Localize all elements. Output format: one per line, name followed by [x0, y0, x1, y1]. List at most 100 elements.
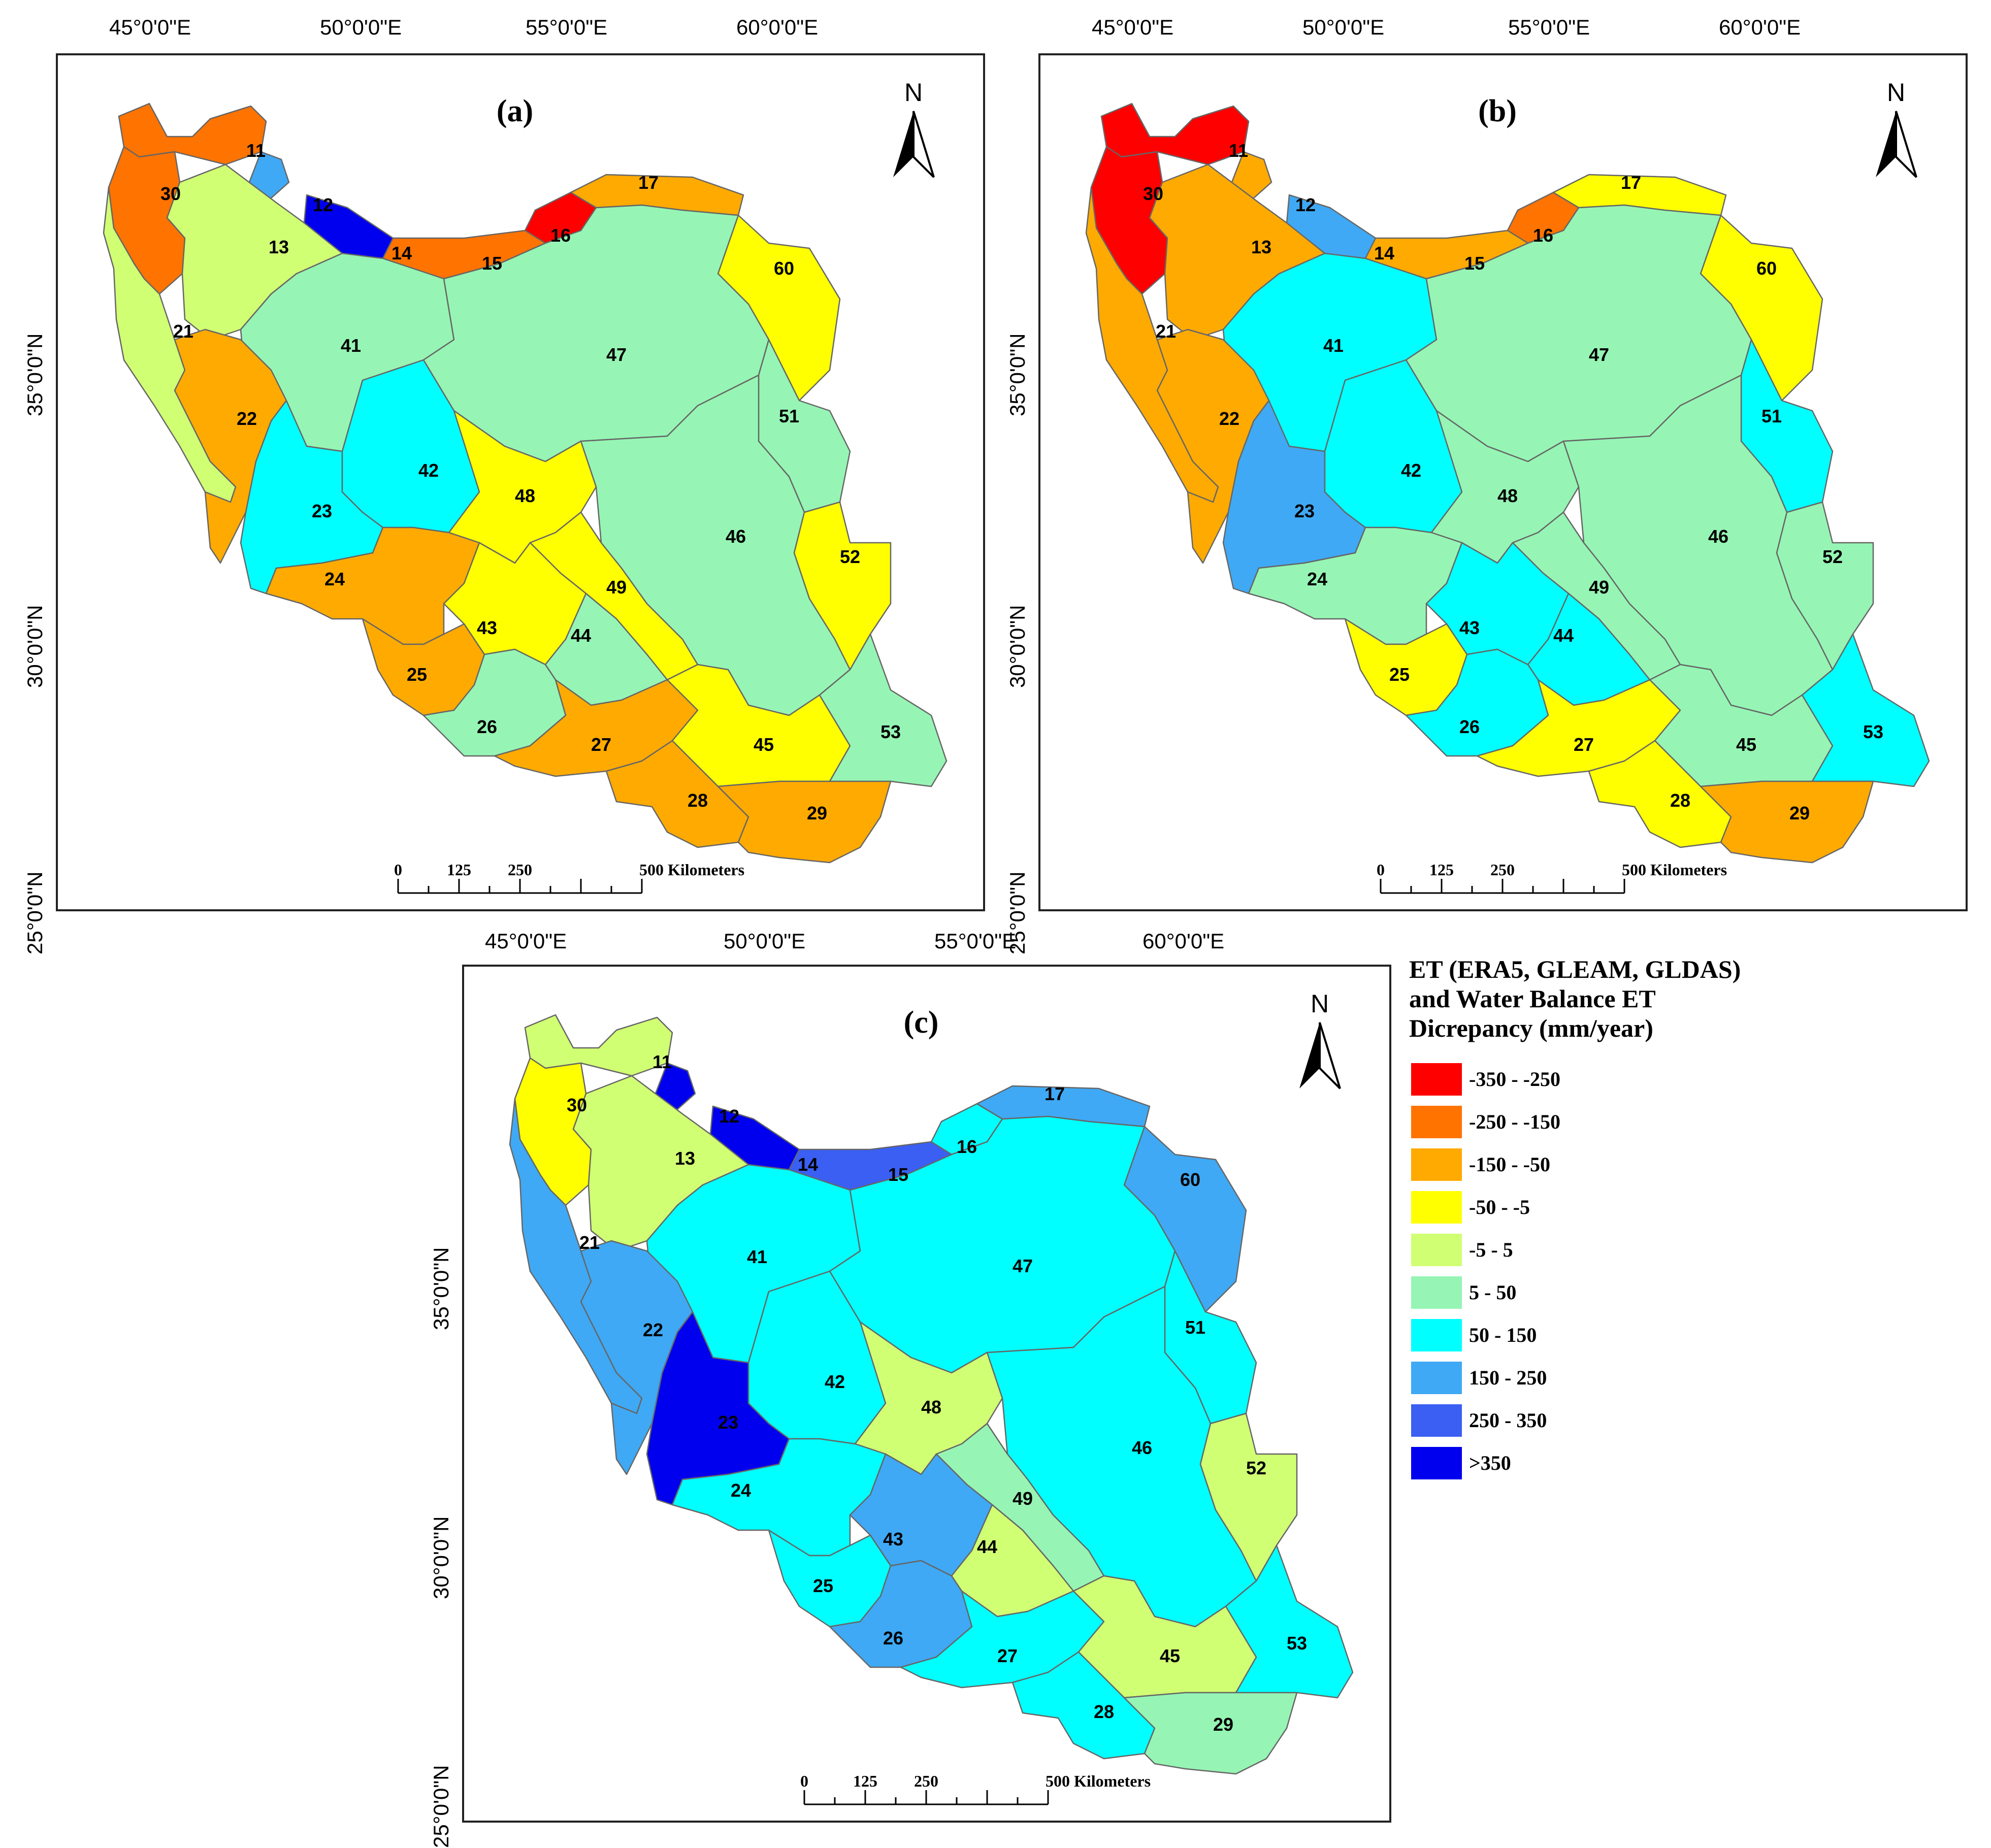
- basin-label: 42: [418, 460, 439, 481]
- legend-swatch: [1411, 1319, 1462, 1351]
- lat-label: 30°0'0"N: [1005, 605, 1029, 688]
- basin-label: 48: [921, 1397, 941, 1417]
- north-arrow-half-dark: [1299, 1022, 1320, 1088]
- map-panel-a: 11 30 12 14 16 15 17 60 13 21 41 47 51 22 23 42 48 49 46 52…: [56, 53, 985, 911]
- legend-label: -350 - -250: [1469, 1068, 1560, 1091]
- lat-label: 30°0'0"N: [429, 1516, 453, 1600]
- basin-label: 21: [1156, 321, 1176, 342]
- basin-53: [819, 633, 948, 787]
- basin-label: 24: [1307, 569, 1327, 589]
- basin-label: 47: [606, 344, 627, 365]
- basin-regions: [1085, 103, 1930, 864]
- legend-label: 250 - 350: [1469, 1409, 1547, 1432]
- basin-label: 29: [807, 803, 827, 823]
- basin-label: 17: [1045, 1083, 1065, 1104]
- basin-29: [1700, 780, 1874, 864]
- north-arrow-half-dark: [1876, 111, 1896, 177]
- basin-label: 46: [1132, 1437, 1152, 1458]
- lat-label: 35°0'0"N: [23, 333, 47, 417]
- basin-label: 22: [237, 408, 257, 429]
- basin-label: 16: [957, 1136, 977, 1157]
- basin-label: 23: [1294, 501, 1315, 521]
- basin-label: 60: [774, 258, 794, 279]
- legend-item: -250 - -150: [1409, 1101, 1866, 1143]
- basin-label: 15: [482, 253, 502, 274]
- basin-label: 53: [1863, 721, 1883, 742]
- legend-label: -50 - -5: [1469, 1196, 1530, 1218]
- basin-label: 45: [1160, 1645, 1180, 1666]
- lon-label: 45°0'0"E: [1092, 15, 1174, 39]
- legend: ET (ERA5, GLEAM, GLDAS) and Water Balanc…: [1409, 954, 1866, 1484]
- basin-labels: 11 30 12 14 16 15 17 60 13 21 41 47 51 22 23 42 48 49 46 52…: [160, 140, 901, 823]
- basin-22: [1156, 328, 1270, 564]
- panel-label: (b): [1478, 94, 1517, 128]
- basin-label: 43: [477, 617, 497, 638]
- panel-label: (c): [904, 1005, 939, 1040]
- legend-label: >350: [1469, 1451, 1511, 1474]
- basin-label: 15: [1464, 253, 1485, 274]
- basin-label: 17: [638, 172, 659, 193]
- basin-53: [1225, 1544, 1354, 1699]
- basin-labels: 11 30 12 14 16 15 17 60 13 21 41 47 51 22 23 42 48 49 46 52…: [1143, 140, 1883, 823]
- basin-label: 12: [719, 1106, 739, 1127]
- scale-bar-tick-label: 125: [853, 1772, 877, 1790]
- scale-bar-tick-label: 0: [394, 861, 402, 879]
- basin-label: 45: [754, 734, 774, 755]
- basin-label: 41: [1323, 335, 1344, 356]
- lon-label: 60°0'0"E: [736, 15, 819, 39]
- basin-22: [174, 328, 287, 564]
- basin-11: [1100, 103, 1250, 166]
- basin-label: 27: [1574, 734, 1594, 755]
- lon-label: 60°0'0"E: [1143, 929, 1225, 953]
- scale-bar-tick-label: 125: [1429, 861, 1454, 879]
- map-panel-c: 11 30 12 14 16 15 17 60 13 21 41 47 51 22 23 42 48 49 46 52…: [462, 965, 1391, 1823]
- lat-label: 25°0'0"N: [429, 1765, 453, 1848]
- lat-label: 35°0'0"N: [429, 1247, 453, 1331]
- lon-label: 45°0'0"E: [109, 15, 191, 39]
- basin-label: 53: [1287, 1633, 1307, 1654]
- legend-label: 150 - 250: [1469, 1366, 1547, 1389]
- basin-label: 41: [747, 1246, 767, 1267]
- legend-swatch: [1411, 1063, 1462, 1096]
- basin-label: 49: [1013, 1488, 1033, 1509]
- lon-label: 50°0'0"E: [724, 929, 806, 953]
- basin-label: 12: [1295, 194, 1316, 215]
- basin-label: 51: [1761, 406, 1782, 426]
- map-canvas-b: 11 30 12 14 16 15 17 60 13 21 41 47 51 22 23 42 48 49 46 52…: [1085, 78, 1930, 894]
- map-canvas-a: 11 30 12 14 16 15 17 60 13 21 41 47 51 22 23 42 48 49 46 52…: [103, 78, 948, 894]
- legend-title-line: Dicrepancy (mm/year): [1409, 1014, 1653, 1042]
- legend-item: 5 - 50: [1409, 1271, 1866, 1314]
- scale-bar: 0 125 250 500 Kilometers: [394, 861, 744, 894]
- basin-label: 14: [391, 243, 412, 263]
- lon-label: 60°0'0"E: [1719, 15, 1801, 39]
- legend-label: -250 - -150: [1469, 1110, 1560, 1133]
- basin-label: 13: [675, 1148, 695, 1169]
- basin-label: 51: [1185, 1317, 1205, 1338]
- basin-label: 11: [1229, 140, 1248, 161]
- legend-item: -150 - -50: [1409, 1143, 1866, 1186]
- basin-label: 27: [997, 1645, 1018, 1666]
- legend-swatch: [1411, 1404, 1462, 1437]
- basin-label: 11: [652, 1051, 672, 1072]
- basin-label: 49: [1589, 577, 1609, 598]
- basin-label: 42: [1401, 460, 1421, 481]
- lon-label: 45°0'0"E: [485, 929, 567, 953]
- scale-bar-tick-label: 0: [800, 1772, 808, 1790]
- legend-swatch: [1411, 1276, 1462, 1309]
- legend-swatch: [1411, 1362, 1462, 1394]
- basin-label: 45: [1736, 734, 1756, 755]
- basin-label: 16: [550, 225, 571, 246]
- basin-22: [580, 1240, 694, 1475]
- north-arrow-label: N: [1887, 78, 1905, 107]
- basin-label: 23: [312, 501, 332, 521]
- north-arrow-half-dark: [893, 111, 913, 177]
- panel-label: (a): [497, 94, 533, 128]
- north-arrow-icon: N: [1299, 989, 1341, 1090]
- legend-item: -50 - -5: [1409, 1186, 1866, 1229]
- lon-label: 55°0'0"E: [1508, 15, 1590, 39]
- basin-label: 21: [173, 321, 193, 342]
- map-panel-b: 11 30 12 14 16 15 17 60 13 21 41 47 51 22 23 42 48 49 46 52…: [1038, 53, 1968, 911]
- basin-label: 30: [1143, 183, 1163, 204]
- legend-item: >350: [1409, 1442, 1866, 1484]
- basin-label: 47: [1589, 344, 1609, 365]
